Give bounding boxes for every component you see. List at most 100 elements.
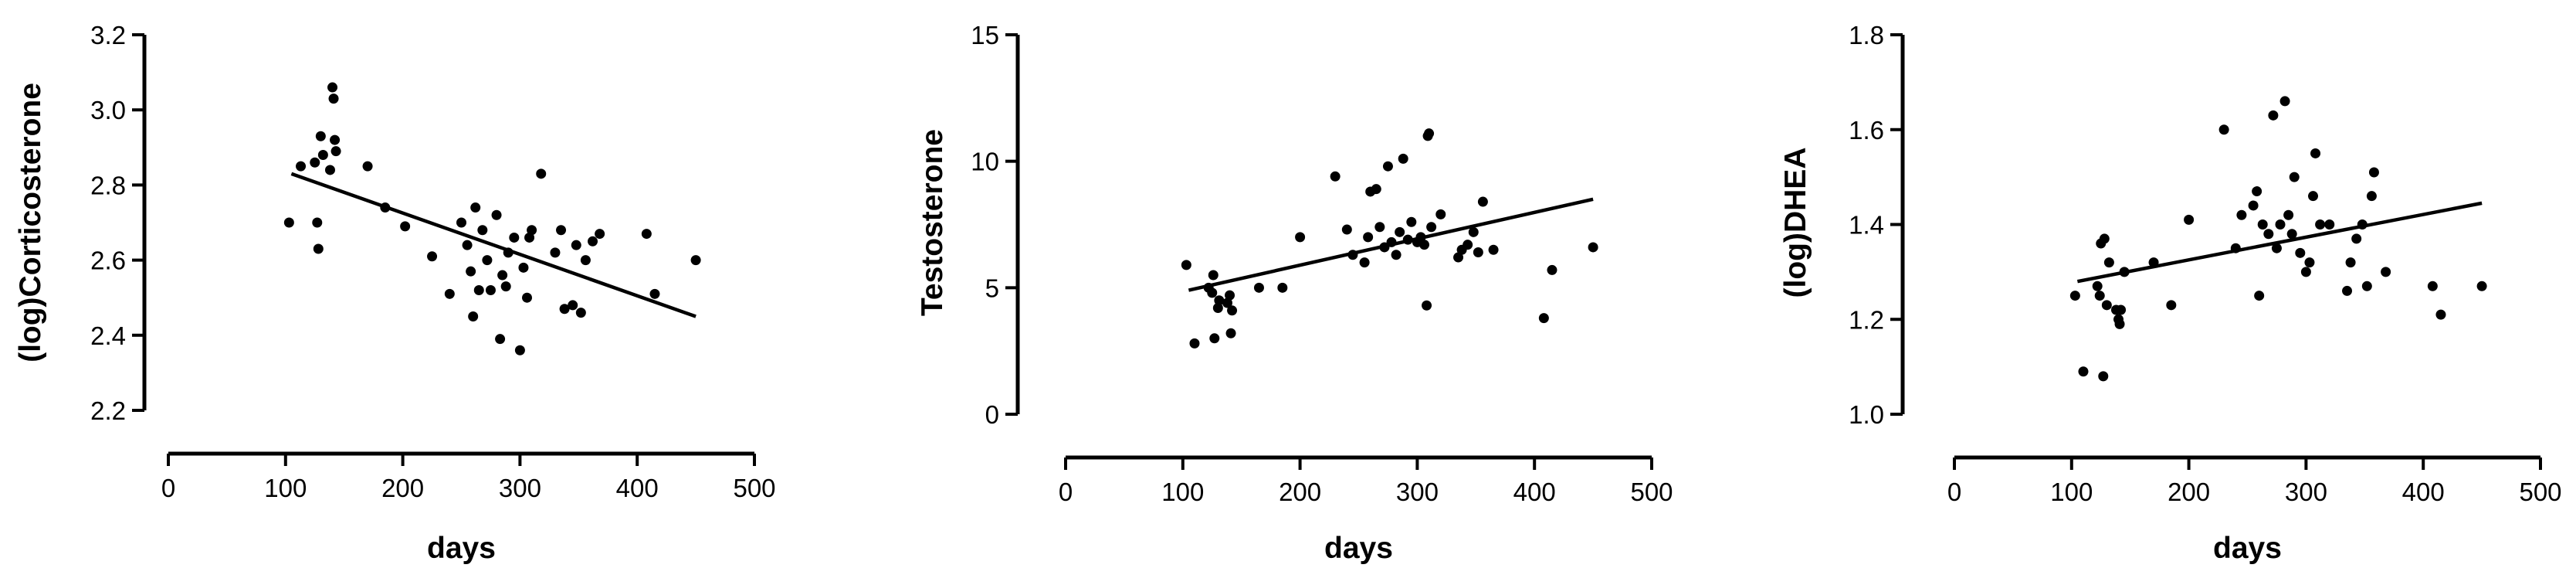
y-tick-label: 2.8 xyxy=(90,171,126,199)
data-point xyxy=(2324,219,2335,230)
data-point xyxy=(330,146,341,157)
data-point xyxy=(495,334,506,345)
data-point xyxy=(2092,281,2103,291)
data-point xyxy=(2236,209,2247,220)
data-point xyxy=(1371,184,1381,195)
data-point xyxy=(296,161,307,172)
data-point xyxy=(468,311,479,321)
data-point xyxy=(2252,186,2262,197)
data-point xyxy=(559,304,570,315)
data-point xyxy=(477,225,488,236)
data-point xyxy=(2166,300,2177,311)
data-point xyxy=(2286,229,2297,240)
data-point xyxy=(1419,240,1430,250)
data-point xyxy=(482,255,493,266)
data-point xyxy=(1363,232,1374,243)
data-point xyxy=(2361,281,2372,291)
y-tick-label: 1.6 xyxy=(1849,116,1884,145)
data-point xyxy=(2268,110,2279,121)
data-point xyxy=(283,217,294,228)
y-tick-label: 2.4 xyxy=(90,321,126,350)
data-point xyxy=(2119,267,2130,277)
data-point xyxy=(328,94,339,104)
x-tick-label: 200 xyxy=(1279,478,1321,506)
x-tick-label: 500 xyxy=(733,474,775,502)
data-point xyxy=(2476,281,2487,291)
x-tick-label: 400 xyxy=(616,474,659,502)
data-point xyxy=(1189,338,1200,349)
y-tick-label: 1.0 xyxy=(1849,400,1884,429)
data-point xyxy=(312,217,323,228)
data-point xyxy=(1225,328,1236,338)
corticosterone-panel: 2.2 2.4 2.6 2.8 3.0 3.2 0 100 200 300 400 500 days (l… xyxy=(14,21,776,565)
data-point xyxy=(1406,216,1417,227)
y-tick-label: 1.2 xyxy=(1849,305,1884,334)
data-point xyxy=(1538,313,1549,324)
data-point xyxy=(485,284,496,295)
y-tick-label: 2.6 xyxy=(90,247,126,275)
data-point xyxy=(2275,219,2286,230)
data-point xyxy=(500,281,511,292)
x-tick-label: 0 xyxy=(1947,478,1961,506)
data-point xyxy=(2435,309,2446,320)
data-point xyxy=(1379,242,1390,253)
data-point xyxy=(595,229,605,240)
data-point xyxy=(2230,243,2241,253)
x-tick-label: 100 xyxy=(1161,478,1204,506)
x-tick-label: 400 xyxy=(2402,478,2445,506)
y-axis-title: (log)DHEA xyxy=(1779,148,1812,298)
data-point xyxy=(310,157,320,168)
data-point xyxy=(1225,290,1235,301)
data-point xyxy=(2345,257,2356,268)
data-point xyxy=(2381,267,2391,277)
data-point xyxy=(580,255,591,266)
data-point xyxy=(2308,191,2319,202)
data-point xyxy=(556,225,567,236)
x-tick-label: 400 xyxy=(1513,478,1556,506)
data-point xyxy=(1209,333,1220,344)
x-tick-label: 500 xyxy=(1630,478,1673,506)
data-point xyxy=(2098,371,2109,382)
data-point xyxy=(466,266,476,277)
data-point xyxy=(327,82,338,93)
y-tick-label: 1.8 xyxy=(1849,21,1884,49)
data-point xyxy=(456,217,466,228)
data-point xyxy=(462,240,473,250)
data-point xyxy=(1386,236,1397,247)
x-tick-label: 300 xyxy=(1396,478,1439,506)
data-point xyxy=(503,247,514,258)
data-point xyxy=(2315,219,2326,230)
data-point xyxy=(2300,267,2311,277)
data-point xyxy=(324,165,335,175)
data-point xyxy=(1330,171,1341,182)
data-point xyxy=(2254,291,2265,301)
data-point xyxy=(1468,226,1479,237)
y-tick-label: 1.4 xyxy=(1849,211,1884,240)
data-point xyxy=(2094,291,2105,301)
data-point xyxy=(2427,281,2438,291)
data-point xyxy=(690,255,701,266)
data-point xyxy=(1277,282,1288,293)
data-point xyxy=(1207,287,1218,298)
x-tick-label: 300 xyxy=(2285,478,2327,506)
data-point xyxy=(1488,244,1499,255)
data-point xyxy=(649,288,660,299)
data-point xyxy=(1374,222,1385,233)
x-tick-label: 200 xyxy=(2168,478,2210,506)
y-tick-label: 2.2 xyxy=(90,396,126,425)
data-point xyxy=(2248,200,2259,211)
data-point xyxy=(380,202,391,213)
data-point xyxy=(444,288,455,299)
x-tick-label: 200 xyxy=(381,474,424,502)
data-point xyxy=(473,284,484,295)
data-point xyxy=(550,247,561,258)
data-point xyxy=(2218,124,2229,135)
data-point xyxy=(1359,257,1370,268)
y-axis-title: (log)Corticosterone xyxy=(14,83,47,362)
testosterone-panel: 0 5 10 15 0 100 200 300 400 500 days Testosterone xyxy=(916,21,1673,565)
data-point xyxy=(400,221,411,232)
data-point xyxy=(2289,172,2300,182)
data-point xyxy=(2116,304,2127,315)
data-point xyxy=(1382,161,1393,172)
